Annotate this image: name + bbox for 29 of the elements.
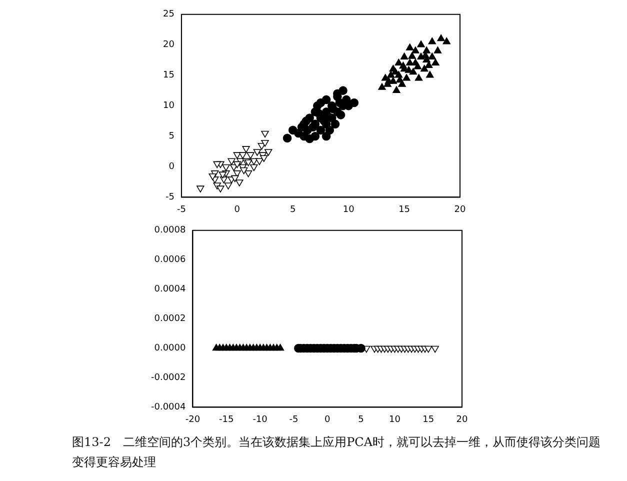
- caption: 图13-2 二维空间的3个类别。当在该数据集上应用PCA时，就可以去掉一维，从而使得该分类问题变得更容易处理: [72, 434, 602, 471]
- y-tick-label: 25: [163, 10, 174, 20]
- y-tick-label: 0: [168, 162, 175, 172]
- y-tick-label: 0.0008: [154, 226, 186, 236]
- x-tick-label: 0: [234, 204, 240, 215]
- x-tick-label: 15: [422, 414, 434, 425]
- x-tick-label: 20: [456, 414, 468, 425]
- y-tick-label: 20: [163, 40, 175, 50]
- x-tick-label: -10: [252, 414, 268, 425]
- y-tick-label: -0.0002: [150, 373, 186, 384]
- x-tick-label: 10: [388, 414, 401, 425]
- x-tick-label: 20: [454, 204, 466, 215]
- x-tick-label: -20: [185, 414, 200, 425]
- y-tick-label: 5: [168, 132, 174, 142]
- y-tick-label: 0.0002: [154, 314, 186, 324]
- y-tick-label: 0.0004: [154, 284, 186, 295]
- x-tick-label: 10: [342, 204, 355, 215]
- x-tick-label: -15: [219, 414, 234, 425]
- x-tick-label: -5: [289, 414, 298, 425]
- x-tick-label: 15: [398, 204, 410, 215]
- y-tick-label: -5: [165, 192, 174, 203]
- y-tick-label: -0.0004: [150, 402, 186, 413]
- y-tick-label: 10: [163, 101, 175, 112]
- x-tick-label: 5: [358, 414, 364, 425]
- y-tick-label: 0.0006: [154, 255, 186, 266]
- x-tick-label: 5: [290, 204, 296, 215]
- y-tick-label: 0.0000: [154, 344, 186, 354]
- y-tick-label: 15: [163, 70, 174, 81]
- x-tick-label: 0: [324, 414, 330, 425]
